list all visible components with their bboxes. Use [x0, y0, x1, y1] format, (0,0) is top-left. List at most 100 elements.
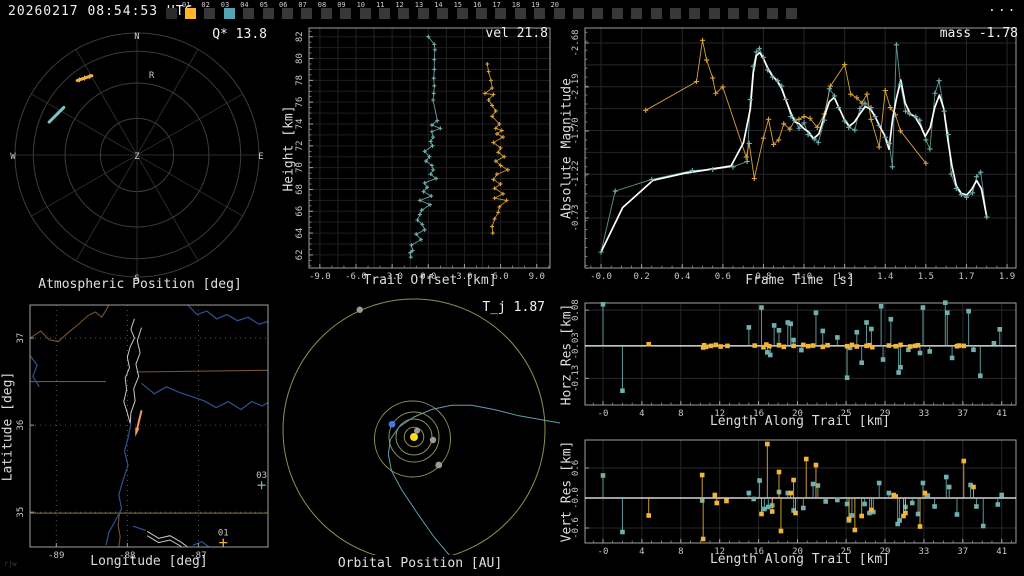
- svg-text:76: 76: [295, 97, 305, 108]
- svg-text:82: 82: [295, 31, 305, 42]
- vert-res-yaxis-label: Vert Res [km]: [560, 422, 575, 562]
- polar-plot-title: Atmospheric Position [deg]: [20, 277, 260, 292]
- frame-tile-07[interactable]: [301, 8, 312, 19]
- svg-text:36: 36: [16, 420, 26, 431]
- horz-res-yaxis-label: Horz Res [km]: [560, 285, 575, 425]
- frame-tile-17[interactable]: [495, 8, 506, 19]
- frame-tile-num: 02: [201, 2, 209, 9]
- svg-text:4: 4: [639, 547, 644, 557]
- svg-text:62: 62: [295, 249, 305, 260]
- svg-text:68: 68: [295, 184, 305, 195]
- frame-tile-num: 14: [434, 2, 442, 9]
- svg-text:37: 37: [957, 409, 968, 419]
- frame-tile[interactable]: [631, 8, 642, 19]
- svg-text:37: 37: [957, 547, 968, 557]
- frame-tile-20[interactable]: [554, 8, 565, 19]
- frame-tile[interactable]: [651, 8, 662, 19]
- svg-text:Z: Z: [134, 152, 140, 162]
- svg-text:35: 35: [16, 507, 26, 518]
- frame-tile-num: 09: [337, 2, 345, 9]
- frame-tile-num: 08: [318, 2, 326, 9]
- overflow-menu-button[interactable]: ...: [988, 0, 1017, 15]
- frame-tile-num: 15: [454, 2, 462, 9]
- frame-tile-num: 05: [260, 2, 268, 9]
- svg-text:-0.0: -0.0: [590, 272, 612, 282]
- frame-tile-12[interactable]: [398, 8, 409, 19]
- stat-velocity: vel 21.8: [420, 26, 548, 41]
- svg-text:78: 78: [295, 75, 305, 86]
- frame-tile[interactable]: [728, 8, 739, 19]
- watermark: rjw: [4, 560, 17, 568]
- frame-tile-13[interactable]: [418, 8, 429, 19]
- frame-tile-num: 20: [551, 2, 559, 9]
- meteor-analysis-dashboard: { "header": { "timestamp": "20260217 08:…: [0, 0, 1024, 576]
- frame-tile[interactable]: [786, 8, 797, 19]
- frame-tile-19[interactable]: [534, 8, 545, 19]
- svg-text:70: 70: [295, 162, 305, 173]
- frame-tile-05[interactable]: [263, 8, 274, 19]
- svg-text:-0: -0: [598, 547, 609, 557]
- frame-tile-14[interactable]: [437, 8, 448, 19]
- frame-tile[interactable]: [767, 8, 778, 19]
- frame-tile[interactable]: [670, 8, 681, 19]
- frame-tile[interactable]: [748, 8, 759, 19]
- svg-text:41: 41: [996, 409, 1007, 419]
- svg-text:80: 80: [295, 53, 305, 64]
- frame-tile-09[interactable]: [340, 8, 351, 19]
- frame-tile-num: 18: [512, 2, 520, 9]
- svg-text:64: 64: [295, 228, 305, 239]
- frame-tile[interactable]: [689, 8, 700, 19]
- stat-q-value: Q* 13.8: [160, 27, 267, 42]
- svg-text:01: 01: [218, 529, 229, 539]
- frame-tile-num: 07: [298, 2, 306, 9]
- trail-yaxis-label: Height [km]: [282, 89, 297, 209]
- frame-tile-num: 10: [357, 2, 365, 9]
- frame-tile-03[interactable]: [224, 8, 235, 19]
- frame-tile-04[interactable]: [243, 8, 254, 19]
- frame-tile-16[interactable]: [476, 8, 487, 19]
- svg-text:74: 74: [295, 119, 305, 130]
- frame-tile-02[interactable]: [204, 8, 215, 19]
- svg-text:41: 41: [996, 547, 1007, 557]
- frame-tile-num: 19: [531, 2, 539, 9]
- svg-text:72: 72: [295, 140, 305, 151]
- frame-tile-18[interactable]: [515, 8, 526, 19]
- frame-tile-10[interactable]: [360, 8, 371, 19]
- magnitude-xaxis-label: Frame Time [s]: [670, 273, 930, 288]
- frame-tile-15[interactable]: [457, 8, 468, 19]
- frame-tile-num: 06: [279, 2, 287, 9]
- svg-text:-2.68: -2.68: [571, 29, 581, 56]
- frame-tile-11[interactable]: [379, 8, 390, 19]
- frame-tile-01[interactable]: [185, 8, 196, 19]
- vert-res-xaxis-label: Length Along Trail [km]: [670, 552, 930, 567]
- frame-tile-num: 12: [395, 2, 403, 9]
- frame-tile-bar: 0102030405060708091011121314151617181920: [160, 0, 860, 25]
- frame-tile-06[interactable]: [282, 8, 293, 19]
- frame-tile-08[interactable]: [321, 8, 332, 19]
- frame-tile-num: 04: [240, 2, 248, 9]
- svg-text:4: 4: [639, 409, 644, 419]
- svg-text:N: N: [134, 32, 139, 42]
- orbit-plot-title: Orbital Position [AU]: [300, 556, 540, 571]
- frame-tile-num: 16: [473, 2, 481, 9]
- horz-res-xaxis-label: Length Along Trail [km]: [670, 414, 930, 429]
- stat-mass: mass -1.78: [880, 26, 1018, 41]
- frame-tile-num: 03: [221, 2, 229, 9]
- stat-tisserand: T_j 1.87: [420, 300, 545, 315]
- svg-text:R: R: [149, 71, 155, 81]
- svg-text:0.2: 0.2: [634, 272, 650, 282]
- svg-text:37: 37: [16, 333, 26, 344]
- map-yaxis-label: Latitude [deg]: [1, 357, 16, 497]
- svg-text:E: E: [258, 152, 263, 162]
- map-xaxis-label: Longitude [deg]: [29, 554, 269, 569]
- svg-text:66: 66: [295, 206, 305, 217]
- svg-text:1.9: 1.9: [999, 272, 1015, 282]
- svg-text:-0: -0: [598, 409, 609, 419]
- frame-tile[interactable]: [709, 8, 720, 19]
- frame-tile[interactable]: [573, 8, 584, 19]
- frame-tile[interactable]: [166, 8, 177, 19]
- frame-tile[interactable]: [612, 8, 623, 19]
- frame-tile-num: 17: [492, 2, 500, 9]
- frame-tile-num: 11: [376, 2, 384, 9]
- frame-tile[interactable]: [592, 8, 603, 19]
